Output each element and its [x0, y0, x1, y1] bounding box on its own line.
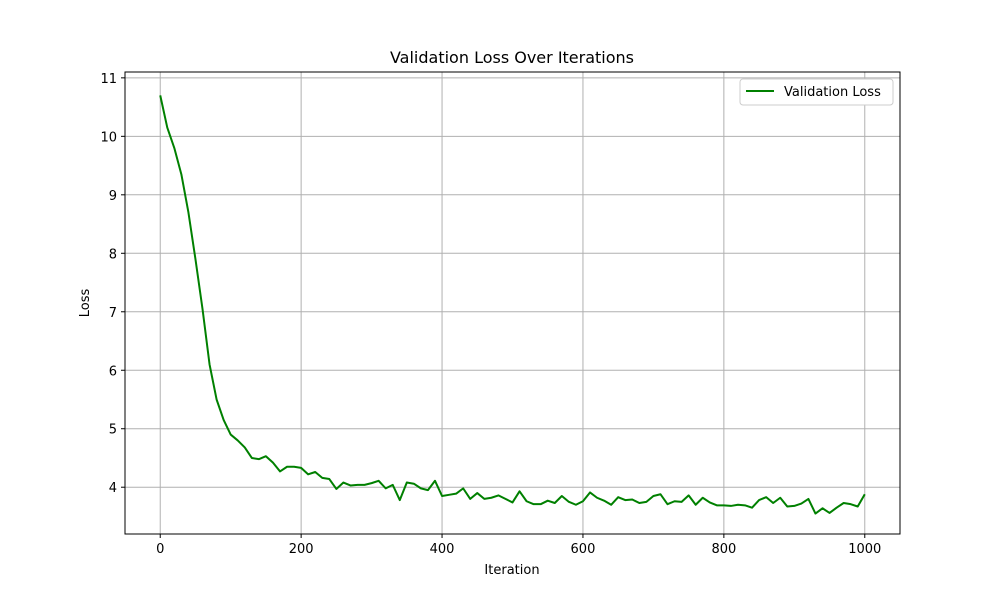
- y-tick-label: 11: [100, 72, 117, 87]
- legend-box: [739, 78, 894, 106]
- x-axis-label: Iteration: [484, 563, 539, 578]
- x-tick-label: 1000: [848, 542, 881, 557]
- y-tick-label: 4: [109, 481, 117, 496]
- legend-label-validation-loss: Validation Loss: [784, 85, 881, 100]
- chart-title: Validation Loss Over Iterations: [390, 48, 634, 67]
- x-tick-label: 400: [430, 542, 455, 557]
- series-layer: [159, 95, 866, 515]
- y-tick-label: 5: [109, 423, 117, 438]
- x-tick-label: 0: [156, 542, 164, 557]
- x-axis-ticks: 0 200 400 600 800 1000: [156, 534, 881, 557]
- y-axis-ticks: 4 5 6 7 8 9 10 11: [100, 72, 125, 496]
- x-tick-label: 600: [571, 542, 596, 557]
- x-tick-label: 200: [289, 542, 314, 557]
- y-tick-label: 10: [100, 130, 117, 145]
- y-tick-label: 9: [109, 189, 117, 204]
- y-tick-label: 8: [109, 247, 117, 262]
- y-axis-label: Loss: [78, 289, 93, 318]
- y-tick-label: 7: [109, 306, 117, 321]
- series-line-validation-loss: [159, 95, 866, 515]
- x-tick-label: 800: [711, 542, 736, 557]
- grid-lines: [125, 72, 900, 534]
- y-tick-label: 6: [109, 364, 117, 379]
- legend: Validation Loss: [739, 78, 894, 106]
- plot-frame: [124, 71, 901, 535]
